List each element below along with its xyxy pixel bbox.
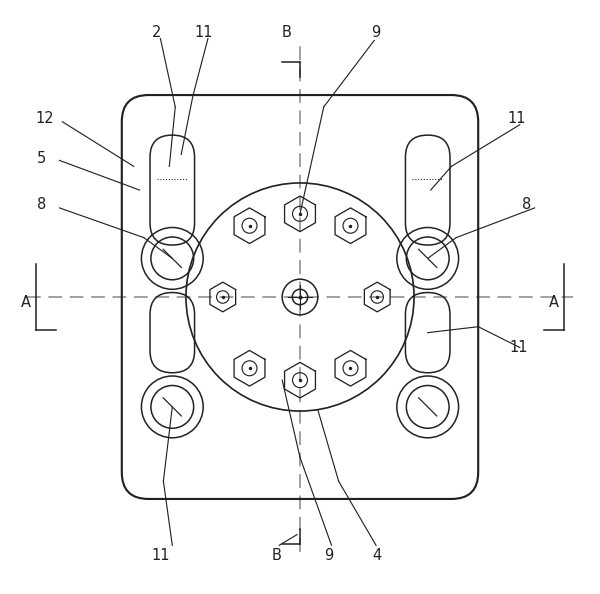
Text: 11: 11 [194,25,213,40]
Text: 4: 4 [373,548,382,563]
Text: 12: 12 [35,111,54,127]
Text: 8: 8 [522,197,532,213]
Text: 2: 2 [152,25,161,40]
Text: 9: 9 [324,548,333,563]
Text: 8: 8 [37,197,46,213]
Text: B: B [271,548,281,563]
Text: 11: 11 [508,111,526,127]
Text: B: B [282,25,292,40]
Text: A: A [20,295,31,311]
Text: 11: 11 [509,340,528,355]
Text: 9: 9 [371,25,380,40]
Text: A: A [549,295,559,311]
Text: 11: 11 [151,548,170,563]
Text: 5: 5 [37,151,46,166]
